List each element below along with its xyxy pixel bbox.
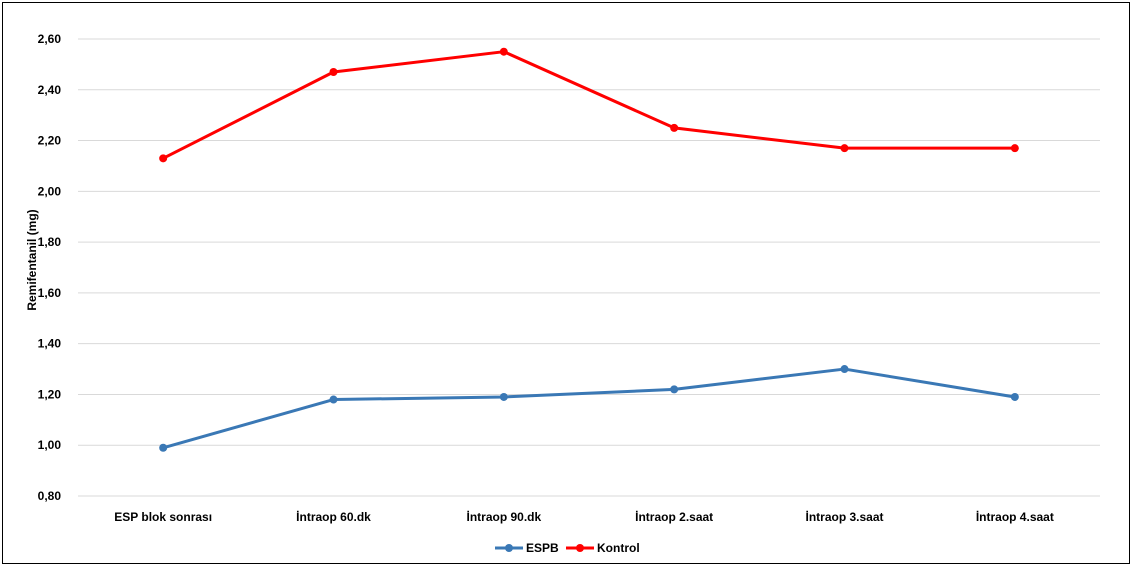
y-axis-label: Remifentanil (mg) xyxy=(25,209,39,310)
legend: ESPB Kontrol xyxy=(495,541,640,555)
y-tick-label: 2,60 xyxy=(38,32,62,46)
data-point xyxy=(159,443,168,452)
data-point xyxy=(840,365,849,374)
series xyxy=(159,47,1019,452)
data-point xyxy=(1010,392,1019,401)
data-point xyxy=(499,47,508,56)
series-espb xyxy=(159,365,1019,452)
legend-label: ESPB xyxy=(526,541,559,555)
data-point xyxy=(670,123,679,132)
data-point xyxy=(159,154,168,163)
legend-label: Kontrol xyxy=(597,541,640,555)
series-kontrol xyxy=(159,47,1019,163)
y-tick-label: 1,60 xyxy=(38,286,62,300)
y-tick-label: 1,20 xyxy=(38,387,62,401)
y-tick-label: 1,00 xyxy=(38,438,62,452)
legend-marker xyxy=(576,544,584,552)
x-tick-label: İntraop 3.saat xyxy=(805,509,883,524)
data-point xyxy=(840,144,849,153)
data-point xyxy=(670,385,679,394)
data-point xyxy=(499,392,508,401)
x-axis-ticks: ESP blok sonrası İntraop 60.dk İntraop 90.… xyxy=(114,509,1054,524)
legend-item: ESPB xyxy=(495,541,559,555)
y-tick-label: 2,40 xyxy=(38,83,62,97)
y-tick-label: 2,20 xyxy=(38,134,62,148)
x-tick-label: İntraop 4.saat xyxy=(976,509,1054,524)
x-tick-label: ESP blok sonrası xyxy=(114,510,212,524)
y-tick-label: 0,80 xyxy=(38,489,62,503)
legend-marker xyxy=(505,544,513,552)
y-tick-label: 1,80 xyxy=(38,235,62,249)
x-tick-label: İntraop 2.saat xyxy=(635,509,713,524)
legend-item: Kontrol xyxy=(566,541,640,555)
y-tick-label: 1,40 xyxy=(38,337,62,351)
y-tick-label: 2,00 xyxy=(38,184,62,198)
series-line xyxy=(161,50,1017,160)
series-line xyxy=(161,367,1017,450)
x-tick-label: İntraop 60.dk xyxy=(296,509,371,524)
data-point xyxy=(1010,144,1019,153)
y-axis-ticks: 0,80 1,00 1,20 1,40 1,60 1,80 2,00 2,20 2,40 2,60 xyxy=(38,32,62,503)
data-point xyxy=(329,395,338,404)
data-point xyxy=(329,68,338,77)
x-tick-label: İntraop 90.dk xyxy=(466,509,541,524)
